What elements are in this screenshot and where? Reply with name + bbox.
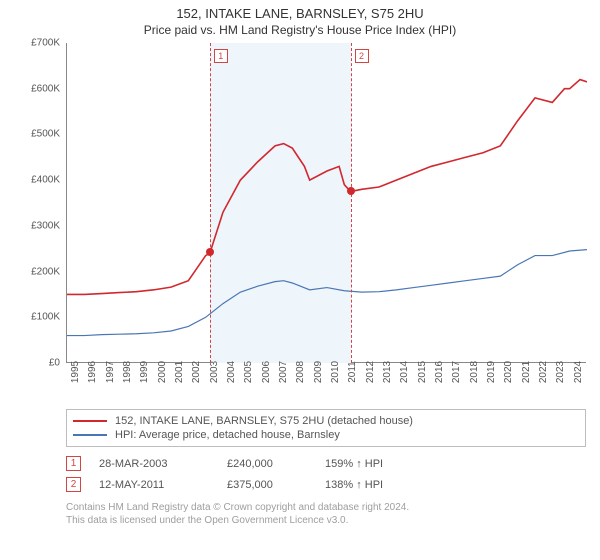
footnote-line: This data is licensed under the Open Gov… — [66, 514, 586, 527]
y-tick-label: £300K — [10, 220, 60, 231]
event-vline-badge: 2 — [355, 49, 369, 63]
x-tick-label: 2017 — [451, 357, 462, 387]
y-tick-label: £0 — [10, 358, 60, 369]
x-tick-label: 1996 — [87, 357, 98, 387]
x-tick-label: 2021 — [521, 357, 532, 387]
event-vline — [210, 43, 211, 363]
legend: 152, INTAKE LANE, BARNSLEY, S75 2HU (det… — [66, 409, 586, 447]
x-tick-label: 2006 — [261, 357, 272, 387]
y-tick-label: £500K — [10, 129, 60, 140]
event-vline — [351, 43, 352, 363]
legend-row: HPI: Average price, detached house, Barn… — [73, 428, 579, 442]
event-date: 12-MAY-2011 — [99, 479, 209, 491]
price-marker — [347, 187, 355, 195]
x-tick-label: 1998 — [122, 357, 133, 387]
events-table: 1 28-MAR-2003 £240,000 159% ↑ HPI 2 12-MAY-20… — [66, 453, 586, 495]
x-tick-label: 2009 — [313, 357, 324, 387]
page-subtitle: Price paid vs. HM Land Registry's House … — [8, 23, 592, 37]
chart-lines — [67, 43, 587, 363]
price-marker — [206, 248, 214, 256]
legend-row: 152, INTAKE LANE, BARNSLEY, S75 2HU (det… — [73, 414, 579, 428]
x-tick-label: 2018 — [469, 357, 480, 387]
footnote: Contains HM Land Registry data © Crown c… — [66, 501, 586, 527]
x-tick-label: 1997 — [105, 357, 116, 387]
x-tick-label: 2024 — [573, 357, 584, 387]
x-tick-label: 1995 — [70, 357, 81, 387]
y-tick-label: £200K — [10, 266, 60, 277]
page-title: 152, INTAKE LANE, BARNSLEY, S75 2HU — [8, 6, 592, 21]
event-date: 28-MAR-2003 — [99, 458, 209, 470]
x-tick-label: 1999 — [139, 357, 150, 387]
event-hpi: 138% ↑ HPI — [325, 479, 383, 491]
x-tick-label: 2020 — [503, 357, 514, 387]
x-tick-label: 2007 — [278, 357, 289, 387]
footnote-line: Contains HM Land Registry data © Crown c… — [66, 501, 586, 514]
x-tick-label: 2005 — [243, 357, 254, 387]
price-chart: £0£100K£200K£300K£400K£500K£600K£700K199… — [66, 43, 586, 363]
event-badge: 1 — [66, 456, 81, 471]
y-tick-label: £600K — [10, 83, 60, 94]
x-tick-label: 2008 — [295, 357, 306, 387]
x-tick-label: 2004 — [226, 357, 237, 387]
event-price: £375,000 — [227, 479, 307, 491]
y-tick-label: £400K — [10, 175, 60, 186]
x-tick-label: 2016 — [434, 357, 445, 387]
legend-label: 152, INTAKE LANE, BARNSLEY, S75 2HU (det… — [115, 415, 413, 427]
x-tick-label: 2010 — [330, 357, 341, 387]
x-tick-label: 2012 — [365, 357, 376, 387]
x-tick-label: 2002 — [191, 357, 202, 387]
event-badge: 2 — [66, 477, 81, 492]
series-line — [67, 250, 587, 336]
plot-area: £0£100K£200K£300K£400K£500K£600K£700K199… — [66, 43, 586, 363]
x-tick-label: 2000 — [157, 357, 168, 387]
x-tick-label: 2014 — [399, 357, 410, 387]
legend-swatch — [73, 434, 107, 436]
event-vline-badge: 1 — [214, 49, 228, 63]
event-price: £240,000 — [227, 458, 307, 470]
legend-label: HPI: Average price, detached house, Barn… — [115, 429, 340, 441]
event-row: 2 12-MAY-2011 £375,000 138% ↑ HPI — [66, 474, 586, 495]
x-tick-label: 2023 — [555, 357, 566, 387]
x-tick-label: 2001 — [174, 357, 185, 387]
x-tick-label: 2011 — [347, 357, 358, 387]
legend-swatch — [73, 420, 107, 422]
x-tick-label: 2019 — [486, 357, 497, 387]
event-hpi: 159% ↑ HPI — [325, 458, 383, 470]
series-line — [67, 80, 587, 295]
x-tick-label: 2015 — [417, 357, 428, 387]
x-tick-label: 2013 — [382, 357, 393, 387]
y-tick-label: £700K — [10, 38, 60, 49]
y-tick-label: £100K — [10, 312, 60, 323]
x-tick-label: 2022 — [538, 357, 549, 387]
event-row: 1 28-MAR-2003 £240,000 159% ↑ HPI — [66, 453, 586, 474]
